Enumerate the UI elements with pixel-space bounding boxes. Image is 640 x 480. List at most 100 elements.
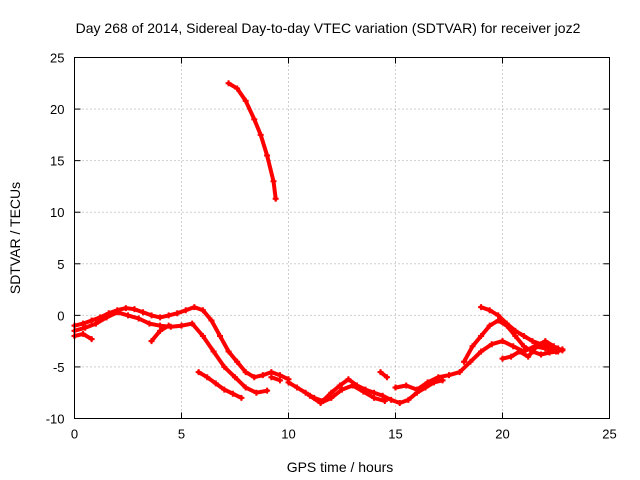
data-point [388,396,395,403]
data-point [328,394,335,401]
data-point [148,338,155,345]
data-point [189,320,196,327]
y-tick-label: -5 [53,360,65,375]
data-point [371,389,378,396]
data-point [542,338,549,345]
y-axis-label: SDTVAR / TECUs [7,182,23,294]
data-point [212,380,219,387]
data-series [71,309,271,396]
data-series [268,374,283,384]
data-point [217,332,224,339]
data-series [225,80,279,202]
data-point [178,322,185,329]
data-point [555,348,562,355]
data-point [234,358,241,365]
data-point [221,386,228,393]
data-point [257,131,264,138]
data-point [139,309,146,316]
data-series [499,338,557,362]
data-point [550,343,557,350]
data-point [182,307,189,314]
data-point [242,97,249,104]
y-tick-label: 10 [50,205,64,220]
data-point [383,374,390,381]
data-point [270,178,277,185]
data-point [520,332,527,339]
data-point [559,347,566,354]
data-point [520,343,527,350]
y-tick-label: 0 [57,308,64,323]
data-point [131,306,138,313]
data-point [264,152,271,159]
data-point [377,369,384,376]
data-point [114,309,121,316]
data-point [80,320,87,327]
data-point [306,392,313,399]
data-point [157,327,164,334]
data-point [486,307,493,314]
data-point [478,332,485,339]
data-series [195,369,245,401]
data-point [381,397,388,404]
data-point [435,374,442,381]
data-point [276,372,283,379]
data-point [174,310,181,317]
data-point [251,116,258,123]
data-point [403,382,410,389]
data-point [469,343,476,350]
data-point [165,312,172,319]
data-point [339,386,345,393]
data-point [92,320,99,327]
data-point [546,349,553,356]
x-tick-label: 20 [495,427,509,442]
data-point [259,372,266,379]
data-point [135,315,142,322]
data-point [413,386,420,393]
data-point [336,382,343,389]
data-point [446,372,452,379]
data-point [191,304,198,311]
tick-layer: 0 5 10 15 20 25 -10 -5 0 5 10 15 20 25 [46,51,617,442]
data-point [88,336,95,343]
chart-title: Day 268 of 2014, Sidereal Day-to-day VTE… [76,20,581,36]
data-point [512,332,519,339]
data-point [424,379,431,386]
y-tick-label: 25 [50,51,64,66]
data-point [157,322,164,329]
data-layer [71,80,566,407]
data-point [204,374,211,381]
data-point [525,353,532,360]
data-point [486,322,493,329]
data-point [229,390,236,397]
x-tick-label: 0 [71,427,78,442]
data-point [234,85,241,92]
data-point [264,387,271,394]
data-series [377,369,390,381]
data-point [508,353,515,360]
data-point [488,341,495,348]
data-point [371,394,378,401]
data-point [379,392,386,399]
data-point [478,304,485,311]
data-point [268,374,275,381]
data-point [225,80,232,87]
data-point [103,314,110,321]
data-point [328,389,335,396]
data-point [221,363,228,370]
x-tick-label: 15 [388,427,402,442]
x-tick-label: 25 [602,427,616,442]
data-point [285,379,292,386]
y-tick-label: 20 [50,102,64,117]
x-tick-label: 10 [281,427,295,442]
data-point [294,384,301,391]
data-point [276,377,283,384]
data-point [516,348,523,355]
data-series [306,382,388,407]
data-point [225,348,232,355]
data-point [533,343,540,350]
data-point [272,195,279,202]
data-point [242,384,249,391]
grid-layer [74,57,610,419]
data-point [495,317,502,324]
data-point [122,305,129,312]
